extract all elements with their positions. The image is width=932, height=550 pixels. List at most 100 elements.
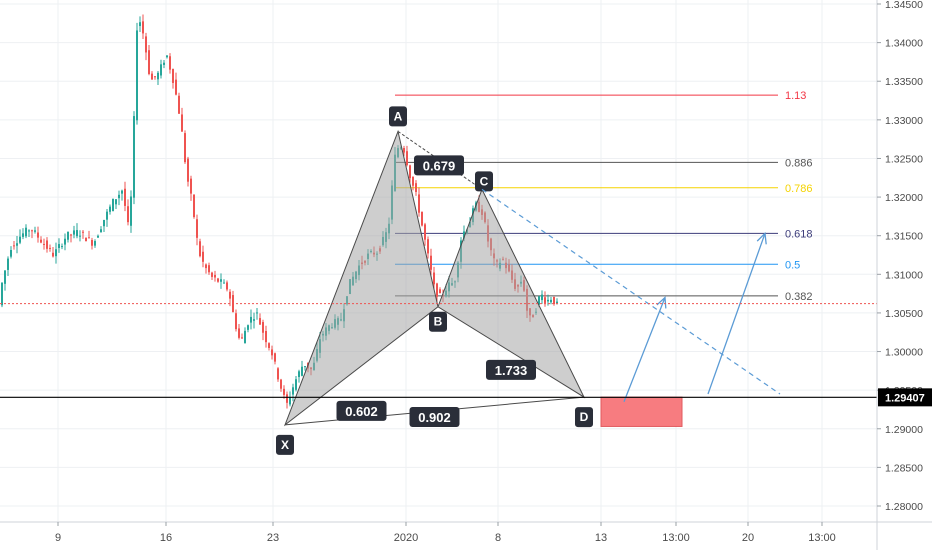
candle-body xyxy=(124,188,126,206)
candle-body xyxy=(142,21,144,34)
fib-level-label: 0.382 xyxy=(785,291,813,303)
price-axis[interactable]: 1.34500 1.34000 1.33500 1.33000 1.32500 1.320… xyxy=(876,0,932,550)
candle-body xyxy=(61,246,63,248)
candle-body xyxy=(247,325,249,330)
point-label-d: D xyxy=(580,410,589,424)
pattern-triangle-xab xyxy=(283,129,439,427)
candle-body xyxy=(148,50,150,74)
ratio-label: 1.733 xyxy=(495,363,528,378)
candle-body xyxy=(214,274,216,278)
price-tick-label: 1.28000 xyxy=(885,501,923,513)
price-tick-label: 1.29000 xyxy=(885,424,923,436)
candle-body xyxy=(292,387,294,395)
candle-body xyxy=(118,194,120,199)
candle-body xyxy=(541,294,543,301)
projection-trendline xyxy=(481,188,781,395)
candle-body xyxy=(544,297,546,303)
candle-body xyxy=(415,183,417,192)
candle-body xyxy=(406,151,408,166)
ratio-label: 0.902 xyxy=(418,410,451,425)
time-tick-label: 13:00 xyxy=(662,532,690,544)
candle-body xyxy=(280,379,282,389)
candle-body xyxy=(424,224,426,240)
candle-body xyxy=(238,328,240,338)
price-tick-label: 1.31500 xyxy=(885,231,923,243)
time-tick-label: 2020 xyxy=(394,532,418,544)
candle-body xyxy=(550,299,552,303)
ratio-label-box xyxy=(336,400,387,421)
time-tick-label: 16 xyxy=(160,532,172,544)
projection-arrows xyxy=(481,188,781,427)
candle-body xyxy=(46,240,48,249)
candle-body xyxy=(256,312,258,314)
candle-body xyxy=(151,73,153,80)
candle-body xyxy=(121,190,123,194)
price-tick-label: 1.30000 xyxy=(885,347,923,359)
candle-body xyxy=(67,231,69,240)
candle-body xyxy=(436,283,438,297)
candle-body xyxy=(556,301,558,304)
ratio-label: 0.602 xyxy=(345,404,378,419)
point-label-box xyxy=(575,407,593,428)
price-tick-label: 1.33500 xyxy=(885,76,923,88)
candle-body xyxy=(109,206,111,212)
candle-body xyxy=(73,230,75,235)
candle-body xyxy=(166,55,168,58)
ratio-label-box xyxy=(409,407,460,428)
candle-body xyxy=(145,36,147,53)
candle-body xyxy=(547,299,549,302)
candle-body xyxy=(13,245,15,247)
fib-level-label: 0.786 xyxy=(785,183,813,195)
candle-body xyxy=(25,227,27,237)
candle-body xyxy=(298,371,300,378)
candle-body xyxy=(283,388,285,395)
candle-body xyxy=(112,198,114,211)
price-tick-label: 1.34000 xyxy=(885,38,923,50)
time-tick-label: 8 xyxy=(495,532,501,544)
candle-body xyxy=(250,316,252,323)
point-label-box xyxy=(389,106,407,127)
candle-body xyxy=(169,56,171,70)
candle-body xyxy=(286,394,288,403)
candle-body xyxy=(127,206,129,223)
candle-body xyxy=(64,238,66,245)
candle-body xyxy=(226,282,228,290)
price-lines xyxy=(0,303,877,398)
candle-body xyxy=(403,148,405,153)
time-tick-label: 9 xyxy=(55,532,61,544)
candle-body xyxy=(70,234,72,236)
candle-body xyxy=(295,379,297,390)
candle-body xyxy=(154,76,156,78)
candle-body xyxy=(301,366,303,376)
candle-body xyxy=(97,235,99,238)
time-axis[interactable]: 9 16 23 2020 8 13 13:00 20 13:00 xyxy=(0,521,932,544)
candle-body xyxy=(463,231,465,239)
harmonic-pattern: X A B C D 0.602 0.679 1.733 0.902 xyxy=(276,106,593,455)
pattern-triangle-bcd xyxy=(437,188,586,399)
candle-body xyxy=(229,291,231,299)
candle-body xyxy=(7,258,9,270)
projection-arrow-2-head xyxy=(756,231,767,245)
candle-body xyxy=(10,249,12,257)
candle-body xyxy=(88,237,90,239)
candle-body xyxy=(85,237,87,242)
last-price-label: 1.29407 xyxy=(885,392,925,404)
candle-body xyxy=(409,165,411,179)
candle-body xyxy=(82,231,84,233)
candle-body xyxy=(172,69,174,83)
candle-body xyxy=(196,219,198,238)
grid xyxy=(0,0,877,522)
candle-body xyxy=(412,176,414,186)
candle-body xyxy=(430,255,432,270)
time-tick-label: 13:00 xyxy=(808,532,836,544)
candle-body xyxy=(106,211,108,220)
candle-body xyxy=(241,337,243,339)
price-tick-label: 1.33000 xyxy=(885,115,923,127)
candle-body xyxy=(262,322,264,333)
candle-body xyxy=(190,178,192,194)
point-label-box xyxy=(475,171,493,192)
candle-body xyxy=(55,249,57,257)
candle-body xyxy=(175,79,177,95)
candle-body xyxy=(19,236,21,243)
